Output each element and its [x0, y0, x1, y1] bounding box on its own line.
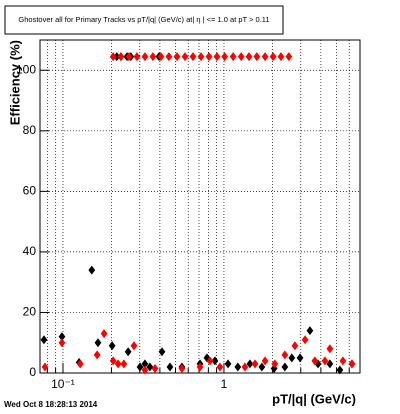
y-tick-label: 100 — [16, 62, 36, 76]
data-point — [206, 356, 214, 366]
data-point — [130, 341, 138, 351]
data-point — [237, 52, 245, 62]
data-point — [281, 350, 289, 360]
data-point — [125, 52, 133, 62]
data-point — [221, 52, 229, 62]
data-point — [245, 52, 253, 62]
plot-frame — [39, 39, 361, 374]
data-point — [120, 359, 128, 369]
data-point — [291, 341, 299, 351]
y-axis-label: Efficiency (%) — [7, 40, 22, 125]
x-tick-label: 1 — [221, 377, 228, 391]
x-axis-label: pT/|q| (GeV/c) — [272, 391, 356, 406]
data-point — [258, 362, 266, 372]
data-point — [149, 52, 157, 62]
data-point — [281, 362, 289, 372]
data-point — [141, 359, 149, 369]
data-point — [189, 52, 197, 62]
data-point — [141, 52, 149, 62]
data-point — [196, 362, 204, 372]
data-point — [181, 52, 189, 62]
data-point — [141, 365, 149, 375]
data-point — [113, 52, 121, 62]
data-point — [271, 359, 279, 369]
data-point — [234, 362, 242, 372]
data-point — [261, 356, 269, 366]
data-point — [211, 356, 219, 366]
data-point — [133, 52, 141, 62]
data-point — [136, 362, 144, 372]
data-point — [336, 365, 344, 375]
data-point — [224, 359, 232, 369]
y-tick-label: 20 — [23, 305, 37, 319]
data-point — [94, 338, 102, 348]
data-point — [301, 335, 309, 345]
data-point — [216, 362, 224, 372]
data-point — [100, 329, 108, 339]
data-point — [76, 359, 84, 369]
data-point — [261, 52, 269, 62]
y-tick-label: 60 — [23, 184, 37, 198]
data-point — [114, 359, 122, 369]
timestamp: Wed Oct 8 18:28:13 2014 — [4, 400, 98, 409]
data-point — [253, 52, 261, 62]
data-point — [158, 347, 166, 357]
data-point — [151, 363, 159, 373]
data-point — [306, 326, 314, 336]
data-point — [229, 52, 237, 62]
data-point — [326, 359, 334, 369]
data-point — [58, 332, 66, 342]
data-point — [165, 52, 173, 62]
data-point — [108, 341, 116, 351]
x-tick-label: 10⁻¹ — [51, 377, 75, 391]
y-tick-label: 80 — [23, 123, 37, 137]
data-point — [117, 52, 125, 62]
data-point — [41, 362, 49, 372]
y-tick-label: 40 — [23, 244, 37, 258]
data-point — [58, 338, 66, 348]
data-point — [277, 52, 285, 62]
data-point — [197, 52, 205, 62]
data-point — [241, 362, 249, 372]
data-point — [146, 362, 154, 372]
title-box — [4, 5, 284, 35]
y-tick-label: 0 — [29, 365, 36, 379]
data-point — [124, 347, 132, 357]
data-point — [205, 52, 213, 62]
data-point — [109, 52, 117, 62]
data-point — [339, 356, 347, 366]
data-point — [173, 52, 181, 62]
data-point — [326, 344, 334, 354]
data-point — [296, 353, 304, 363]
data-point — [109, 356, 117, 366]
data-point — [40, 335, 48, 345]
data-point — [321, 356, 329, 366]
data-point — [213, 52, 221, 62]
data-point — [246, 359, 254, 369]
data-point — [93, 350, 101, 360]
data-point — [157, 52, 165, 62]
data-point — [285, 52, 293, 62]
data-point — [288, 353, 296, 363]
data-point — [251, 359, 259, 369]
data-point — [269, 52, 277, 62]
data-point — [178, 363, 186, 373]
data-point — [348, 359, 356, 369]
data-point — [166, 362, 174, 372]
data-point — [88, 265, 96, 275]
chart-title: Ghostover all for Primary Tracks vs pT/|… — [18, 15, 269, 24]
data-point — [311, 356, 319, 366]
